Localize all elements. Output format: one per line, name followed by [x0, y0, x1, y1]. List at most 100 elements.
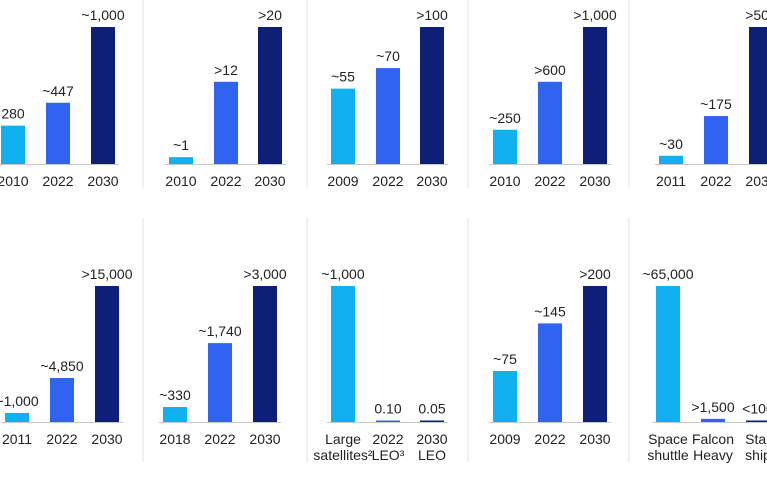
x-tick-label: 2030 [416, 431, 447, 447]
x-tick-label: 2030 [254, 173, 285, 189]
bar [46, 102, 70, 164]
bar [659, 155, 683, 164]
bar [331, 286, 355, 422]
x-tick-label: 2022 [204, 431, 235, 447]
x-tick-label: ship [745, 447, 767, 463]
x-tick-label: 2022 [534, 173, 565, 189]
data-label: ~145 [534, 303, 566, 319]
data-label: 0.10 [374, 401, 401, 417]
x-tick-label: 2030 [416, 173, 447, 189]
data-label: ~55 [331, 69, 355, 85]
bar [50, 378, 74, 422]
data-label: ~1,000 [81, 7, 124, 23]
panel-dividers [142, 0, 630, 462]
bar [258, 27, 282, 164]
x-tick-label: 2030 [579, 173, 610, 189]
bar [169, 157, 193, 164]
data-label: <100 [742, 401, 767, 417]
data-label: >200 [579, 266, 611, 282]
bar [538, 81, 562, 164]
bar [376, 68, 400, 164]
data-label: >600 [534, 62, 566, 78]
x-tick-label: 2010 [0, 173, 29, 189]
bar [749, 27, 767, 164]
x-tick-label: 2030 [249, 431, 280, 447]
bar [420, 27, 444, 164]
x-tick-label: Heavy [693, 447, 733, 463]
bar [214, 81, 238, 164]
bar [5, 412, 29, 422]
x-tick-label: 2011 [2, 431, 32, 447]
data-label: >1,000 [573, 7, 616, 23]
data-label: ~70 [376, 48, 400, 64]
bar-chart-panel: ~30 2011 ~175 2022 >500 2030 [655, 7, 767, 189]
data-label: >500 [745, 7, 767, 23]
x-tick-label: 2030 [91, 431, 122, 447]
bar [538, 323, 562, 422]
x-tick-label: LEO³ [372, 447, 405, 463]
bar-chart-panel: ~55 2009 ~70 2022 >100 2030 [327, 7, 448, 189]
bar-chart-panel: 280 2010 ~447 2022 ~1,000 2030 [0, 7, 125, 189]
data-label: ~1,740 [198, 323, 241, 339]
x-tick-label: Star [745, 431, 767, 447]
bar [331, 88, 355, 164]
x-tick-label: satellites² [313, 447, 372, 463]
chart-grid: 280 2010 ~447 2022 ~1,000 2030 ~1 2010 >12 2022 >2… [0, 7, 767, 463]
data-label: ~447 [42, 83, 74, 99]
data-label: >15,000 [82, 266, 133, 282]
x-tick-label: 2022 [372, 431, 403, 447]
bar [493, 371, 517, 422]
data-label: 0.05 [418, 401, 445, 417]
x-tick-label: Large [325, 431, 361, 447]
x-tick-label: 2030 [745, 173, 767, 189]
x-tick-label: 2022 [534, 431, 565, 447]
data-label: ~250 [489, 110, 521, 126]
data-label: ~65,000 [643, 266, 694, 282]
x-tick-label: 2011 [656, 173, 686, 189]
bar [583, 27, 607, 164]
bar [656, 286, 680, 422]
bar [704, 116, 728, 164]
data-label: ~1 [173, 137, 189, 153]
x-tick-label: 2022 [210, 173, 241, 189]
bar [583, 286, 607, 422]
bar [95, 286, 119, 422]
x-tick-label: 2009 [489, 431, 520, 447]
data-label: ~4,850 [40, 358, 83, 374]
x-tick-label: 2018 [159, 431, 190, 447]
x-tick-label: 2022 [700, 173, 731, 189]
x-tick-label: shuttle [647, 447, 688, 463]
bar [163, 407, 187, 422]
bar [1, 125, 25, 164]
bar-chart-panel: ~330 2018 ~1,740 2022 >3,000 2030 [159, 266, 287, 447]
x-tick-label: Space [648, 431, 688, 447]
bar [91, 27, 115, 164]
x-tick-label: Falcon [692, 431, 734, 447]
data-label: ~1,000 [0, 393, 39, 409]
data-label: ~330 [159, 387, 191, 403]
x-tick-label: 2022 [42, 173, 73, 189]
x-tick-label: LEO [418, 447, 446, 463]
bar [746, 420, 767, 422]
bar-chart-panel: ~75 2009 ~145 2022 >200 2030 [489, 266, 611, 447]
x-tick-label: 2022 [46, 431, 77, 447]
bar [701, 418, 725, 422]
data-label: >12 [214, 62, 238, 78]
bar [253, 286, 277, 422]
data-label: ~75 [493, 351, 517, 367]
bar-chart-panel: ~250 2010 >600 2022 >1,000 2030 [489, 7, 617, 189]
data-label: >1,500 [691, 399, 734, 415]
x-tick-label: 2010 [489, 173, 520, 189]
x-tick-label: 2030 [579, 431, 610, 447]
bar [376, 420, 400, 422]
data-label: >100 [416, 7, 448, 23]
x-tick-label: 2010 [165, 173, 196, 189]
bar [420, 420, 444, 422]
data-label: >3,000 [243, 266, 286, 282]
bar [493, 129, 517, 164]
bar [208, 343, 232, 422]
bar-chart-panel: ~1,000 2011 ~4,850 2022 >15,000 2030 [0, 266, 133, 447]
